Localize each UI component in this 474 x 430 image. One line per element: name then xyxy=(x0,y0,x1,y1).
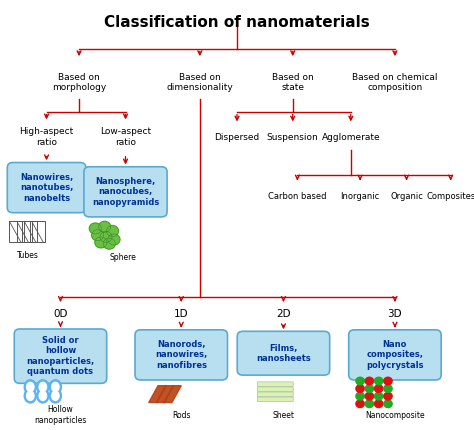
FancyBboxPatch shape xyxy=(237,331,330,375)
Text: Films,
nanosheets: Films, nanosheets xyxy=(256,344,311,363)
Text: High-aspect
ratio: High-aspect ratio xyxy=(19,127,73,147)
FancyBboxPatch shape xyxy=(257,392,293,396)
Ellipse shape xyxy=(37,380,49,394)
Ellipse shape xyxy=(24,389,36,403)
Circle shape xyxy=(365,393,374,400)
Text: Based on
dimensionality: Based on dimensionality xyxy=(166,73,233,92)
Text: Nano
composites,
polycrystals: Nano composites, polycrystals xyxy=(366,340,424,370)
Circle shape xyxy=(384,393,392,400)
Text: Dispersed: Dispersed xyxy=(214,132,260,141)
Text: 3D: 3D xyxy=(388,309,402,319)
Ellipse shape xyxy=(49,380,62,394)
Polygon shape xyxy=(149,386,166,402)
Text: 1D: 1D xyxy=(174,309,189,319)
FancyBboxPatch shape xyxy=(257,387,293,392)
Text: Based on
state: Based on state xyxy=(272,73,314,92)
Text: Agglomerate: Agglomerate xyxy=(321,132,380,141)
Ellipse shape xyxy=(39,391,46,400)
Circle shape xyxy=(356,400,365,408)
FancyBboxPatch shape xyxy=(7,163,86,213)
Text: Sphere: Sphere xyxy=(110,253,137,261)
FancyBboxPatch shape xyxy=(257,382,293,387)
Text: Hollow
nanoparticles: Hollow nanoparticles xyxy=(34,405,87,425)
Ellipse shape xyxy=(37,389,49,403)
Text: Tubes: Tubes xyxy=(17,251,39,260)
Circle shape xyxy=(384,400,392,408)
Text: Nanocomposite: Nanocomposite xyxy=(365,411,425,420)
Ellipse shape xyxy=(27,391,34,400)
Text: Suspension: Suspension xyxy=(267,132,319,141)
Text: Composites: Composites xyxy=(426,191,474,200)
Circle shape xyxy=(107,225,118,237)
Text: 2D: 2D xyxy=(276,309,291,319)
Text: Nanosphere,
nanocubes,
nanopyramids: Nanosphere, nanocubes, nanopyramids xyxy=(92,177,159,207)
FancyBboxPatch shape xyxy=(349,330,441,380)
Ellipse shape xyxy=(39,382,46,392)
Circle shape xyxy=(384,385,392,393)
Ellipse shape xyxy=(49,389,62,403)
Ellipse shape xyxy=(24,380,36,394)
Text: Inorganic: Inorganic xyxy=(340,191,380,200)
Ellipse shape xyxy=(27,382,34,392)
Text: Rods: Rods xyxy=(172,411,191,420)
Text: Based on chemical
composition: Based on chemical composition xyxy=(352,73,438,92)
Circle shape xyxy=(89,223,101,234)
Circle shape xyxy=(374,377,383,385)
Ellipse shape xyxy=(52,391,59,400)
Text: Low-aspect
ratio: Low-aspect ratio xyxy=(100,127,151,147)
Circle shape xyxy=(374,400,383,408)
Circle shape xyxy=(365,400,374,408)
Circle shape xyxy=(99,221,110,232)
FancyBboxPatch shape xyxy=(257,397,293,402)
Circle shape xyxy=(356,385,365,393)
Text: 0D: 0D xyxy=(53,309,68,319)
Circle shape xyxy=(108,234,120,245)
Circle shape xyxy=(374,385,383,393)
Circle shape xyxy=(103,238,115,249)
Polygon shape xyxy=(156,386,174,402)
Text: Classification of nanomaterials: Classification of nanomaterials xyxy=(104,15,370,30)
Text: Nanowires,
nanotubes,
nanobelts: Nanowires, nanotubes, nanobelts xyxy=(20,173,73,203)
Text: Solid or
hollow
nanoparticles,
quantum dots: Solid or hollow nanoparticles, quantum d… xyxy=(27,336,95,376)
Circle shape xyxy=(374,393,383,400)
Circle shape xyxy=(91,230,104,241)
Text: Nanorods,
nanowires,
nanofibres: Nanorods, nanowires, nanofibres xyxy=(155,340,208,370)
Circle shape xyxy=(356,393,365,400)
Text: Sheet: Sheet xyxy=(273,411,294,420)
Circle shape xyxy=(356,377,365,385)
Polygon shape xyxy=(164,386,181,402)
Circle shape xyxy=(384,377,392,385)
FancyBboxPatch shape xyxy=(84,167,167,217)
Text: Organic: Organic xyxy=(390,191,423,200)
FancyBboxPatch shape xyxy=(14,329,107,384)
Circle shape xyxy=(100,231,112,243)
Circle shape xyxy=(365,385,374,393)
Text: Based on
morphology: Based on morphology xyxy=(52,73,106,92)
Text: Carbon based: Carbon based xyxy=(268,191,327,200)
Circle shape xyxy=(365,377,374,385)
FancyBboxPatch shape xyxy=(135,330,228,380)
Ellipse shape xyxy=(52,382,59,392)
Circle shape xyxy=(95,237,107,248)
